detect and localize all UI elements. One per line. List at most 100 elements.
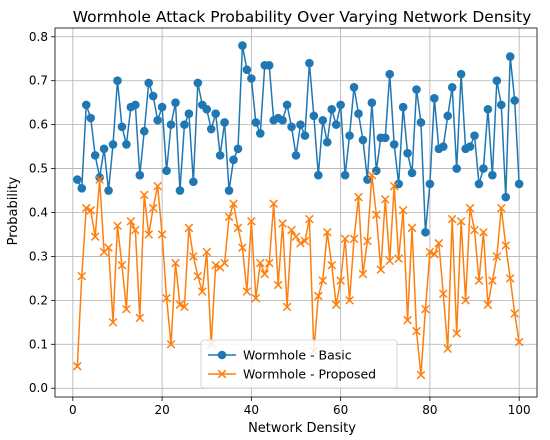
data-point <box>309 111 319 121</box>
y-tick-label: 0.2 <box>29 293 48 307</box>
data-point <box>180 302 189 312</box>
data-point <box>501 192 511 202</box>
data-point <box>465 142 475 151</box>
data-point <box>496 203 506 213</box>
data-point <box>104 243 113 252</box>
data-point <box>345 296 354 305</box>
data-point <box>99 144 109 154</box>
data-point <box>238 41 247 50</box>
data-point <box>483 300 493 310</box>
data-point <box>224 186 234 195</box>
data-point <box>447 83 457 92</box>
data-point <box>403 148 412 158</box>
data-point <box>175 186 185 195</box>
data-point <box>398 102 408 112</box>
data-point <box>430 93 439 103</box>
data-point <box>77 271 87 281</box>
data-point <box>113 76 122 86</box>
data-point <box>153 181 162 191</box>
legend-entry: Wormhole - Basic <box>208 348 352 363</box>
data-point <box>510 96 519 105</box>
data-point <box>345 131 354 140</box>
data-point <box>447 214 457 224</box>
data-point <box>385 256 395 266</box>
data-point <box>291 232 301 241</box>
data-point <box>135 170 145 180</box>
data-point <box>349 234 359 244</box>
data-point <box>148 91 158 101</box>
y-tick-label: 0.8 <box>29 30 48 44</box>
data-point <box>340 234 350 244</box>
data-point <box>247 216 256 226</box>
data-point <box>117 122 127 132</box>
data-point <box>407 168 417 178</box>
data-point <box>117 260 127 270</box>
x-tick-label: 60 <box>333 403 348 417</box>
data-point <box>443 344 453 354</box>
data-point <box>322 137 332 147</box>
data-point <box>238 243 247 252</box>
data-point <box>430 249 439 259</box>
data-point <box>331 300 341 310</box>
data-point <box>171 98 180 107</box>
data-point <box>354 192 363 202</box>
data-point <box>376 265 386 274</box>
data-point <box>95 173 104 182</box>
data-point <box>282 302 292 312</box>
x-tick-label: 100 <box>508 403 531 417</box>
data-point <box>90 232 100 241</box>
data-point <box>95 175 104 184</box>
data-point <box>514 179 524 189</box>
data-point <box>300 236 310 246</box>
data-point <box>367 98 377 107</box>
data-point <box>148 203 158 213</box>
data-point <box>77 184 87 193</box>
data-point <box>224 212 234 222</box>
data-point <box>233 223 243 233</box>
data-point <box>86 113 96 123</box>
data-point <box>287 225 296 235</box>
data-point <box>389 181 399 191</box>
data-point <box>220 118 229 127</box>
data-point <box>407 223 417 233</box>
data-point <box>358 269 368 279</box>
data-point <box>305 58 314 68</box>
data-point <box>492 252 502 261</box>
data-point <box>372 210 381 220</box>
series-line <box>76 44 520 234</box>
data-point <box>139 190 149 200</box>
data-point <box>412 85 421 94</box>
legend-label: Wormhole - Proposed <box>243 367 376 382</box>
data-point <box>416 370 426 380</box>
data-point <box>425 247 435 257</box>
data-point <box>166 339 176 349</box>
data-point <box>269 199 279 209</box>
data-point <box>412 326 421 336</box>
y-tick-label: 0.7 <box>29 74 48 88</box>
data-point <box>380 133 390 143</box>
legend-box <box>200 339 398 389</box>
data-point <box>247 74 256 83</box>
data-point <box>81 203 91 213</box>
data-point <box>126 216 136 226</box>
series-line <box>76 174 520 376</box>
data-point <box>318 115 328 125</box>
data-point <box>260 269 270 279</box>
x-tick-label: 80 <box>422 403 437 417</box>
data-point <box>452 328 461 338</box>
x-tick-label: 20 <box>154 403 169 417</box>
data-point <box>479 227 488 237</box>
data-point <box>488 276 497 285</box>
data-point <box>278 219 287 228</box>
y-tick-label: 0.5 <box>29 162 48 176</box>
data-point <box>514 337 524 347</box>
data-point <box>122 304 131 314</box>
data-point <box>287 122 296 132</box>
data-point <box>229 199 238 209</box>
data-point <box>211 260 220 270</box>
data-point <box>90 151 100 160</box>
data-point <box>496 100 506 110</box>
data-point <box>81 100 91 110</box>
data-point <box>242 287 252 296</box>
